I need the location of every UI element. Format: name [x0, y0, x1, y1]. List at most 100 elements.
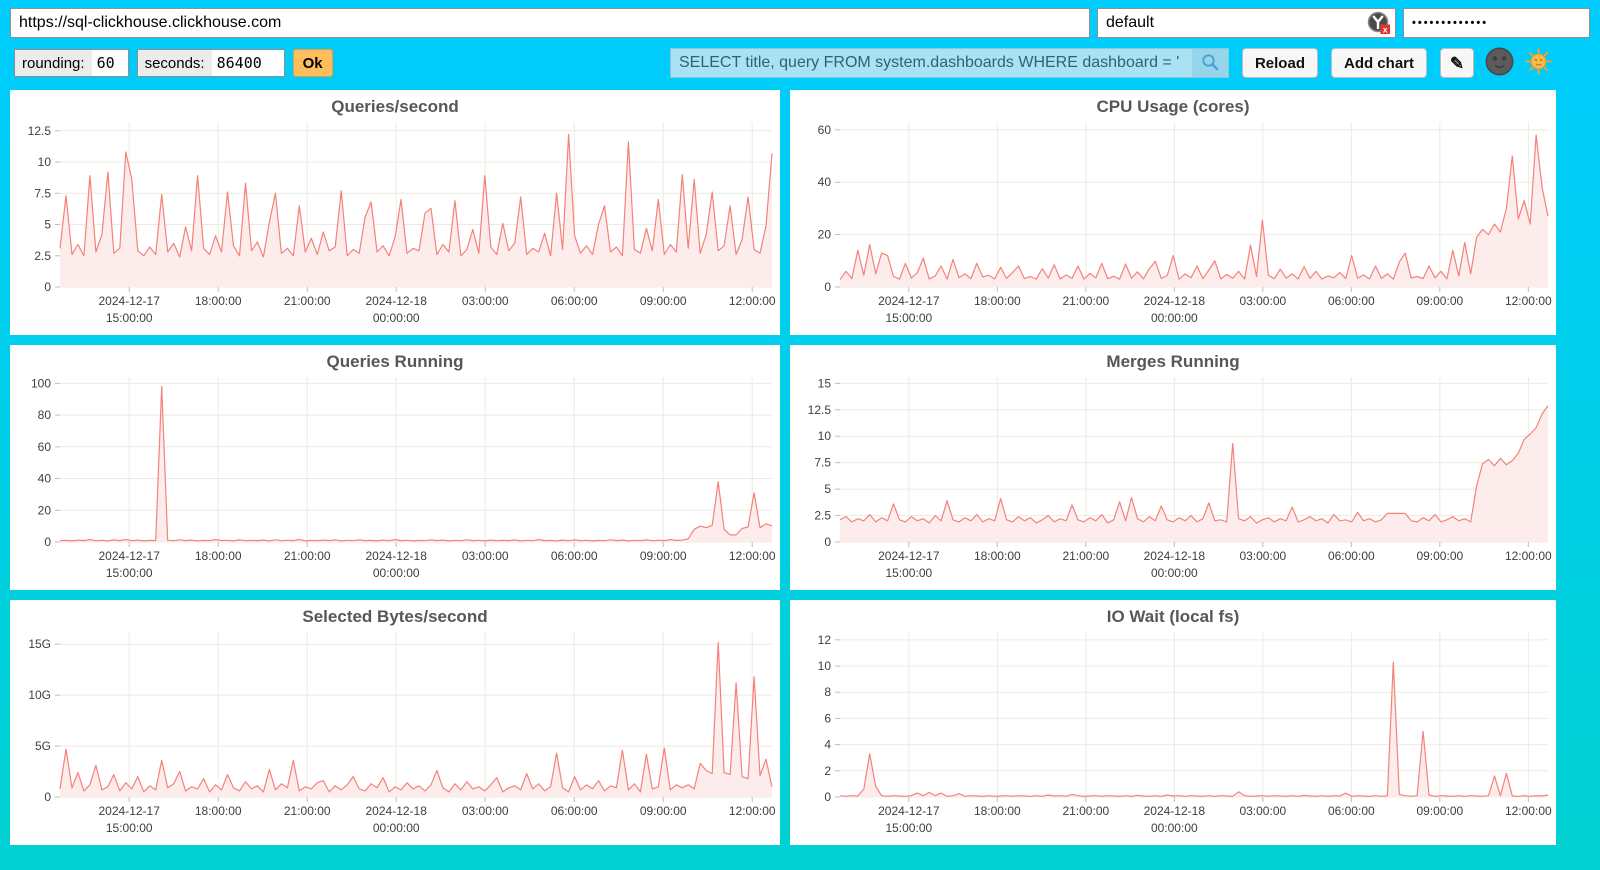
- reload-button[interactable]: Reload: [1241, 48, 1318, 78]
- svg-text:2024-12-18: 2024-12-18: [366, 294, 428, 308]
- svg-text:0: 0: [824, 790, 831, 804]
- svg-text:21:00:00: 21:00:00: [1062, 549, 1109, 563]
- dashboard-query-input[interactable]: [670, 49, 1192, 77]
- svg-text:12:00:00: 12:00:00: [1505, 804, 1552, 818]
- svg-text:18:00:00: 18:00:00: [195, 804, 242, 818]
- svg-text:09:00:00: 09:00:00: [640, 549, 687, 563]
- controls-bar: rounding: seconds: Ok Reload Add chart ✎: [0, 38, 1600, 78]
- svg-text:2.5: 2.5: [814, 509, 831, 523]
- seconds-label: seconds:: [137, 50, 212, 76]
- svg-text:06:00:00: 06:00:00: [1328, 549, 1375, 563]
- new-moon-face-icon: [1485, 47, 1514, 79]
- seconds-input[interactable]: [211, 50, 284, 76]
- svg-text:12:00:00: 12:00:00: [1505, 294, 1552, 308]
- svg-text:06:00:00: 06:00:00: [1328, 804, 1375, 818]
- rounding-input[interactable]: [91, 50, 128, 76]
- chart-plot-selected-bytes[interactable]: 0 5G 10G 15G 2024-12-17 15:00:00 18:00:00 21:00…: [10, 600, 780, 845]
- svg-text:15:00:00: 15:00:00: [885, 821, 932, 835]
- svg-text:2024-12-17: 2024-12-17: [99, 804, 161, 818]
- svg-text:21:00:00: 21:00:00: [1062, 294, 1109, 308]
- user-field-wrap: x: [1097, 8, 1396, 38]
- search-button[interactable]: [1191, 49, 1228, 77]
- magnifier-icon: [1200, 52, 1220, 75]
- password-manager-icon[interactable]: x: [1367, 11, 1391, 35]
- svg-text:5: 5: [824, 482, 831, 496]
- svg-text:12:00:00: 12:00:00: [729, 294, 776, 308]
- svg-text:09:00:00: 09:00:00: [1416, 294, 1463, 308]
- svg-text:8: 8: [824, 685, 831, 699]
- svg-text:03:00:00: 03:00:00: [462, 804, 509, 818]
- chart-plot-cpu-usage[interactable]: 0 20 40 60 2024-12-17 15:00:00 18:00:00 21:00:0…: [790, 90, 1556, 335]
- svg-text:21:00:00: 21:00:00: [284, 804, 331, 818]
- svg-text:2024-12-18: 2024-12-18: [366, 549, 428, 563]
- svg-text:15G: 15G: [28, 637, 51, 651]
- pencil-icon: ✎: [1449, 53, 1465, 73]
- svg-text:2024-12-18: 2024-12-18: [1144, 294, 1206, 308]
- svg-text:5: 5: [44, 218, 51, 232]
- svg-text:2024-12-18: 2024-12-18: [1144, 804, 1206, 818]
- svg-text:00:00:00: 00:00:00: [373, 821, 420, 835]
- svg-text:2024-12-18: 2024-12-18: [366, 804, 428, 818]
- svg-text:18:00:00: 18:00:00: [195, 549, 242, 563]
- svg-text:60: 60: [38, 440, 52, 454]
- svg-text:7.5: 7.5: [34, 186, 51, 200]
- password-input[interactable]: [1403, 8, 1590, 38]
- svg-text:18:00:00: 18:00:00: [974, 549, 1021, 563]
- svg-text:03:00:00: 03:00:00: [1239, 804, 1286, 818]
- svg-text:2024-12-17: 2024-12-17: [99, 549, 161, 563]
- edit-button[interactable]: ✎: [1440, 48, 1474, 78]
- svg-text:09:00:00: 09:00:00: [1416, 804, 1463, 818]
- add-chart-button[interactable]: Add chart: [1330, 48, 1427, 78]
- svg-text:2.5: 2.5: [34, 249, 51, 263]
- svg-text:2024-12-17: 2024-12-17: [878, 549, 940, 563]
- svg-text:6: 6: [824, 711, 831, 725]
- chart-plot-queries-second[interactable]: 0 2.5 5 7.5 10 12.5 2024-12-17 15:00:00 18:00:00…: [10, 90, 780, 335]
- svg-text:18:00:00: 18:00:00: [974, 804, 1021, 818]
- chart-card-cpu-usage: CPU Usage (cores) 0 20 40 60 2024-12-17 15:00…: [790, 90, 1556, 335]
- svg-text:15:00:00: 15:00:00: [885, 566, 932, 580]
- svg-text:2024-12-17: 2024-12-17: [878, 294, 940, 308]
- theme-dark-toggle[interactable]: [1485, 47, 1514, 79]
- chart-plot-merges-running[interactable]: 0 2.5 5 7.5 10 12.5 15 2024-12-17 15:00:00 18:00:…: [790, 345, 1556, 590]
- svg-text:12:00:00: 12:00:00: [1505, 549, 1552, 563]
- svg-text:60: 60: [818, 123, 832, 137]
- svg-text:2024-12-18: 2024-12-18: [1144, 549, 1206, 563]
- svg-text:0: 0: [44, 280, 51, 294]
- user-input[interactable]: [1097, 8, 1396, 38]
- svg-text:4: 4: [824, 738, 831, 752]
- svg-text:00:00:00: 00:00:00: [373, 311, 420, 325]
- theme-light-toggle[interactable]: [1525, 48, 1552, 78]
- svg-text:03:00:00: 03:00:00: [1239, 294, 1286, 308]
- svg-text:12:00:00: 12:00:00: [729, 804, 776, 818]
- chart-card-queries-second: Queries/second 0 2.5 5 7.5 10 12.5 2024-12-17 1…: [10, 90, 780, 335]
- svg-text:0: 0: [44, 790, 51, 804]
- svg-text:06:00:00: 06:00:00: [551, 804, 598, 818]
- ok-button[interactable]: Ok: [292, 49, 333, 77]
- svg-text:18:00:00: 18:00:00: [195, 294, 242, 308]
- svg-text:00:00:00: 00:00:00: [1151, 311, 1198, 325]
- svg-text:0: 0: [824, 280, 831, 294]
- svg-text:0: 0: [44, 535, 51, 549]
- svg-text:20: 20: [38, 503, 52, 517]
- svg-text:06:00:00: 06:00:00: [1328, 294, 1375, 308]
- svg-text:21:00:00: 21:00:00: [1062, 804, 1109, 818]
- chart-plot-queries-running[interactable]: 0 20 40 60 80 100 2024-12-17 15:00:00 18:00:00 21…: [10, 345, 780, 590]
- chart-card-merges-running: Merges Running 0 2.5 5 7.5 10 12.5 15 2024-12-1…: [790, 345, 1556, 590]
- svg-text:10: 10: [818, 429, 832, 443]
- svg-text:0: 0: [824, 535, 831, 549]
- svg-text:12:00:00: 12:00:00: [729, 549, 776, 563]
- url-input[interactable]: [10, 8, 1090, 38]
- seconds-field: seconds:: [136, 49, 285, 77]
- svg-text:06:00:00: 06:00:00: [551, 294, 598, 308]
- svg-text:2024-12-17: 2024-12-17: [99, 294, 161, 308]
- svg-text:03:00:00: 03:00:00: [462, 294, 509, 308]
- svg-text:09:00:00: 09:00:00: [640, 294, 687, 308]
- svg-text:12.5: 12.5: [28, 124, 52, 138]
- svg-text:00:00:00: 00:00:00: [1151, 566, 1198, 580]
- svg-text:03:00:00: 03:00:00: [1239, 549, 1286, 563]
- chart-card-queries-running: Queries Running 0 20 40 60 80 100 2024-12-17 15…: [10, 345, 780, 590]
- svg-text:15: 15: [818, 376, 832, 390]
- chart-plot-io-wait[interactable]: 0 2 4 6 8 10 12 2024-12-17 15:00:00 18:00:00 21:00…: [790, 600, 1556, 845]
- svg-text:00:00:00: 00:00:00: [1151, 821, 1198, 835]
